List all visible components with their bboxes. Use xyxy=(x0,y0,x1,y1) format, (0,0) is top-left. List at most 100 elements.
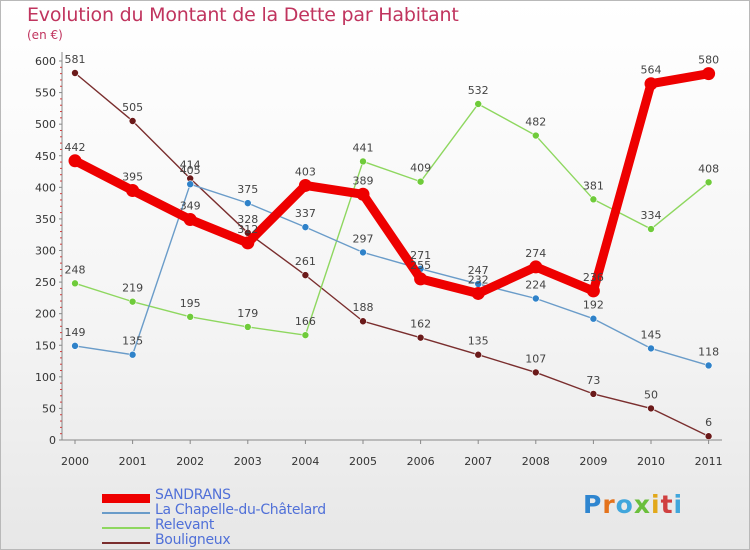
logo-letter: t xyxy=(660,490,674,519)
data-label: 135 xyxy=(468,335,489,348)
data-label: 482 xyxy=(525,116,546,129)
y-tick-label: 200 xyxy=(35,308,56,321)
data-point xyxy=(128,350,137,359)
x-tick-label: 2006 xyxy=(407,455,435,468)
data-point xyxy=(474,100,483,108)
data-point xyxy=(298,178,312,192)
data-label: 261 xyxy=(295,255,316,268)
data-point xyxy=(531,368,540,377)
data-point xyxy=(531,294,540,303)
legend-label: SANDRANS xyxy=(155,487,231,503)
data-label: 297 xyxy=(353,232,374,245)
data-point xyxy=(128,117,137,125)
y-tick-label: 400 xyxy=(35,181,56,194)
data-label: 334 xyxy=(641,209,662,222)
data-point xyxy=(589,314,598,323)
data-point xyxy=(702,67,716,81)
data-label: 73 xyxy=(586,374,600,387)
data-label: 414 xyxy=(180,158,201,171)
data-label: 337 xyxy=(295,207,316,220)
data-point xyxy=(414,272,428,286)
x-tick-label: 2005 xyxy=(349,455,377,468)
x-tick-label: 2010 xyxy=(637,455,665,468)
legend-swatch xyxy=(102,527,150,529)
data-point xyxy=(531,131,540,140)
x-tick-label: 2007 xyxy=(464,455,492,468)
data-label: 442 xyxy=(65,141,86,154)
data-label: 145 xyxy=(641,328,662,341)
data-label: 247 xyxy=(468,264,489,277)
data-label: 375 xyxy=(237,183,258,196)
data-point xyxy=(126,183,140,197)
data-point xyxy=(356,187,370,201)
data-label: 166 xyxy=(295,315,316,328)
data-point xyxy=(416,333,425,342)
data-label: 162 xyxy=(410,318,431,331)
data-label: 6 xyxy=(705,416,712,429)
legend-label: Bouligneux xyxy=(155,532,231,548)
data-point xyxy=(704,178,713,187)
y-tick-label: 250 xyxy=(35,276,56,289)
data-point xyxy=(301,331,310,339)
legend-swatch xyxy=(102,542,150,544)
data-point xyxy=(647,404,655,413)
data-label: 505 xyxy=(122,101,143,114)
x-tick-label: 2001 xyxy=(119,455,147,468)
data-label: 236 xyxy=(583,271,604,284)
data-label: 107 xyxy=(525,352,546,365)
data-point xyxy=(529,260,543,274)
logo-letter: i xyxy=(651,490,661,519)
data-point xyxy=(647,344,655,353)
series-line-0 xyxy=(70,69,714,298)
data-point xyxy=(359,248,367,257)
x-tick-label: 2004 xyxy=(291,455,319,468)
data-label: 389 xyxy=(353,174,374,187)
logo-letter: r xyxy=(602,490,616,519)
logo-letter: i xyxy=(673,490,684,519)
data-point xyxy=(474,350,483,359)
data-label: 118 xyxy=(698,345,719,358)
series-line-3 xyxy=(74,72,710,437)
series-line-2 xyxy=(74,103,710,336)
y-tick-label: 100 xyxy=(35,371,56,384)
data-point xyxy=(244,323,252,331)
data-label: 532 xyxy=(468,84,489,97)
data-label: 312 xyxy=(237,223,258,236)
y-tick-label: 350 xyxy=(35,213,56,226)
y-tick-label: 150 xyxy=(35,339,56,352)
data-point xyxy=(586,284,600,298)
data-point xyxy=(301,271,310,279)
data-label: 195 xyxy=(180,297,201,310)
data-label: 50 xyxy=(644,388,658,401)
data-label: 349 xyxy=(180,200,201,213)
data-label: 188 xyxy=(353,301,374,314)
y-tick-label: 550 xyxy=(35,87,56,100)
legend-swatch xyxy=(102,512,150,514)
data-label: 564 xyxy=(641,64,662,77)
data-label: 395 xyxy=(122,170,143,183)
data-point xyxy=(71,279,79,288)
data-point xyxy=(244,229,252,237)
data-label: 219 xyxy=(122,282,143,295)
data-point xyxy=(186,313,194,321)
y-tick-label: 500 xyxy=(35,118,56,131)
data-point xyxy=(704,432,713,441)
data-label: 179 xyxy=(237,307,258,320)
x-tick-label: 2011 xyxy=(695,455,723,468)
legend-label: La Chapelle-du-Châtelard xyxy=(155,502,326,518)
y-tick-label: 450 xyxy=(35,150,56,163)
y-tick-label: 300 xyxy=(35,245,56,258)
chart-title: Evolution du Montant de la Dette par Hab… xyxy=(27,4,459,26)
data-label: 232 xyxy=(468,273,489,286)
proxiti-logo: Proxiti xyxy=(583,490,683,519)
data-label: 581 xyxy=(65,53,86,66)
data-label: 149 xyxy=(65,326,86,339)
data-point xyxy=(71,342,79,350)
data-point xyxy=(589,195,598,204)
data-label: 135 xyxy=(122,335,143,348)
data-point xyxy=(241,236,255,250)
data-point xyxy=(183,213,197,227)
data-label: 274 xyxy=(525,247,546,260)
data-point xyxy=(186,180,194,188)
